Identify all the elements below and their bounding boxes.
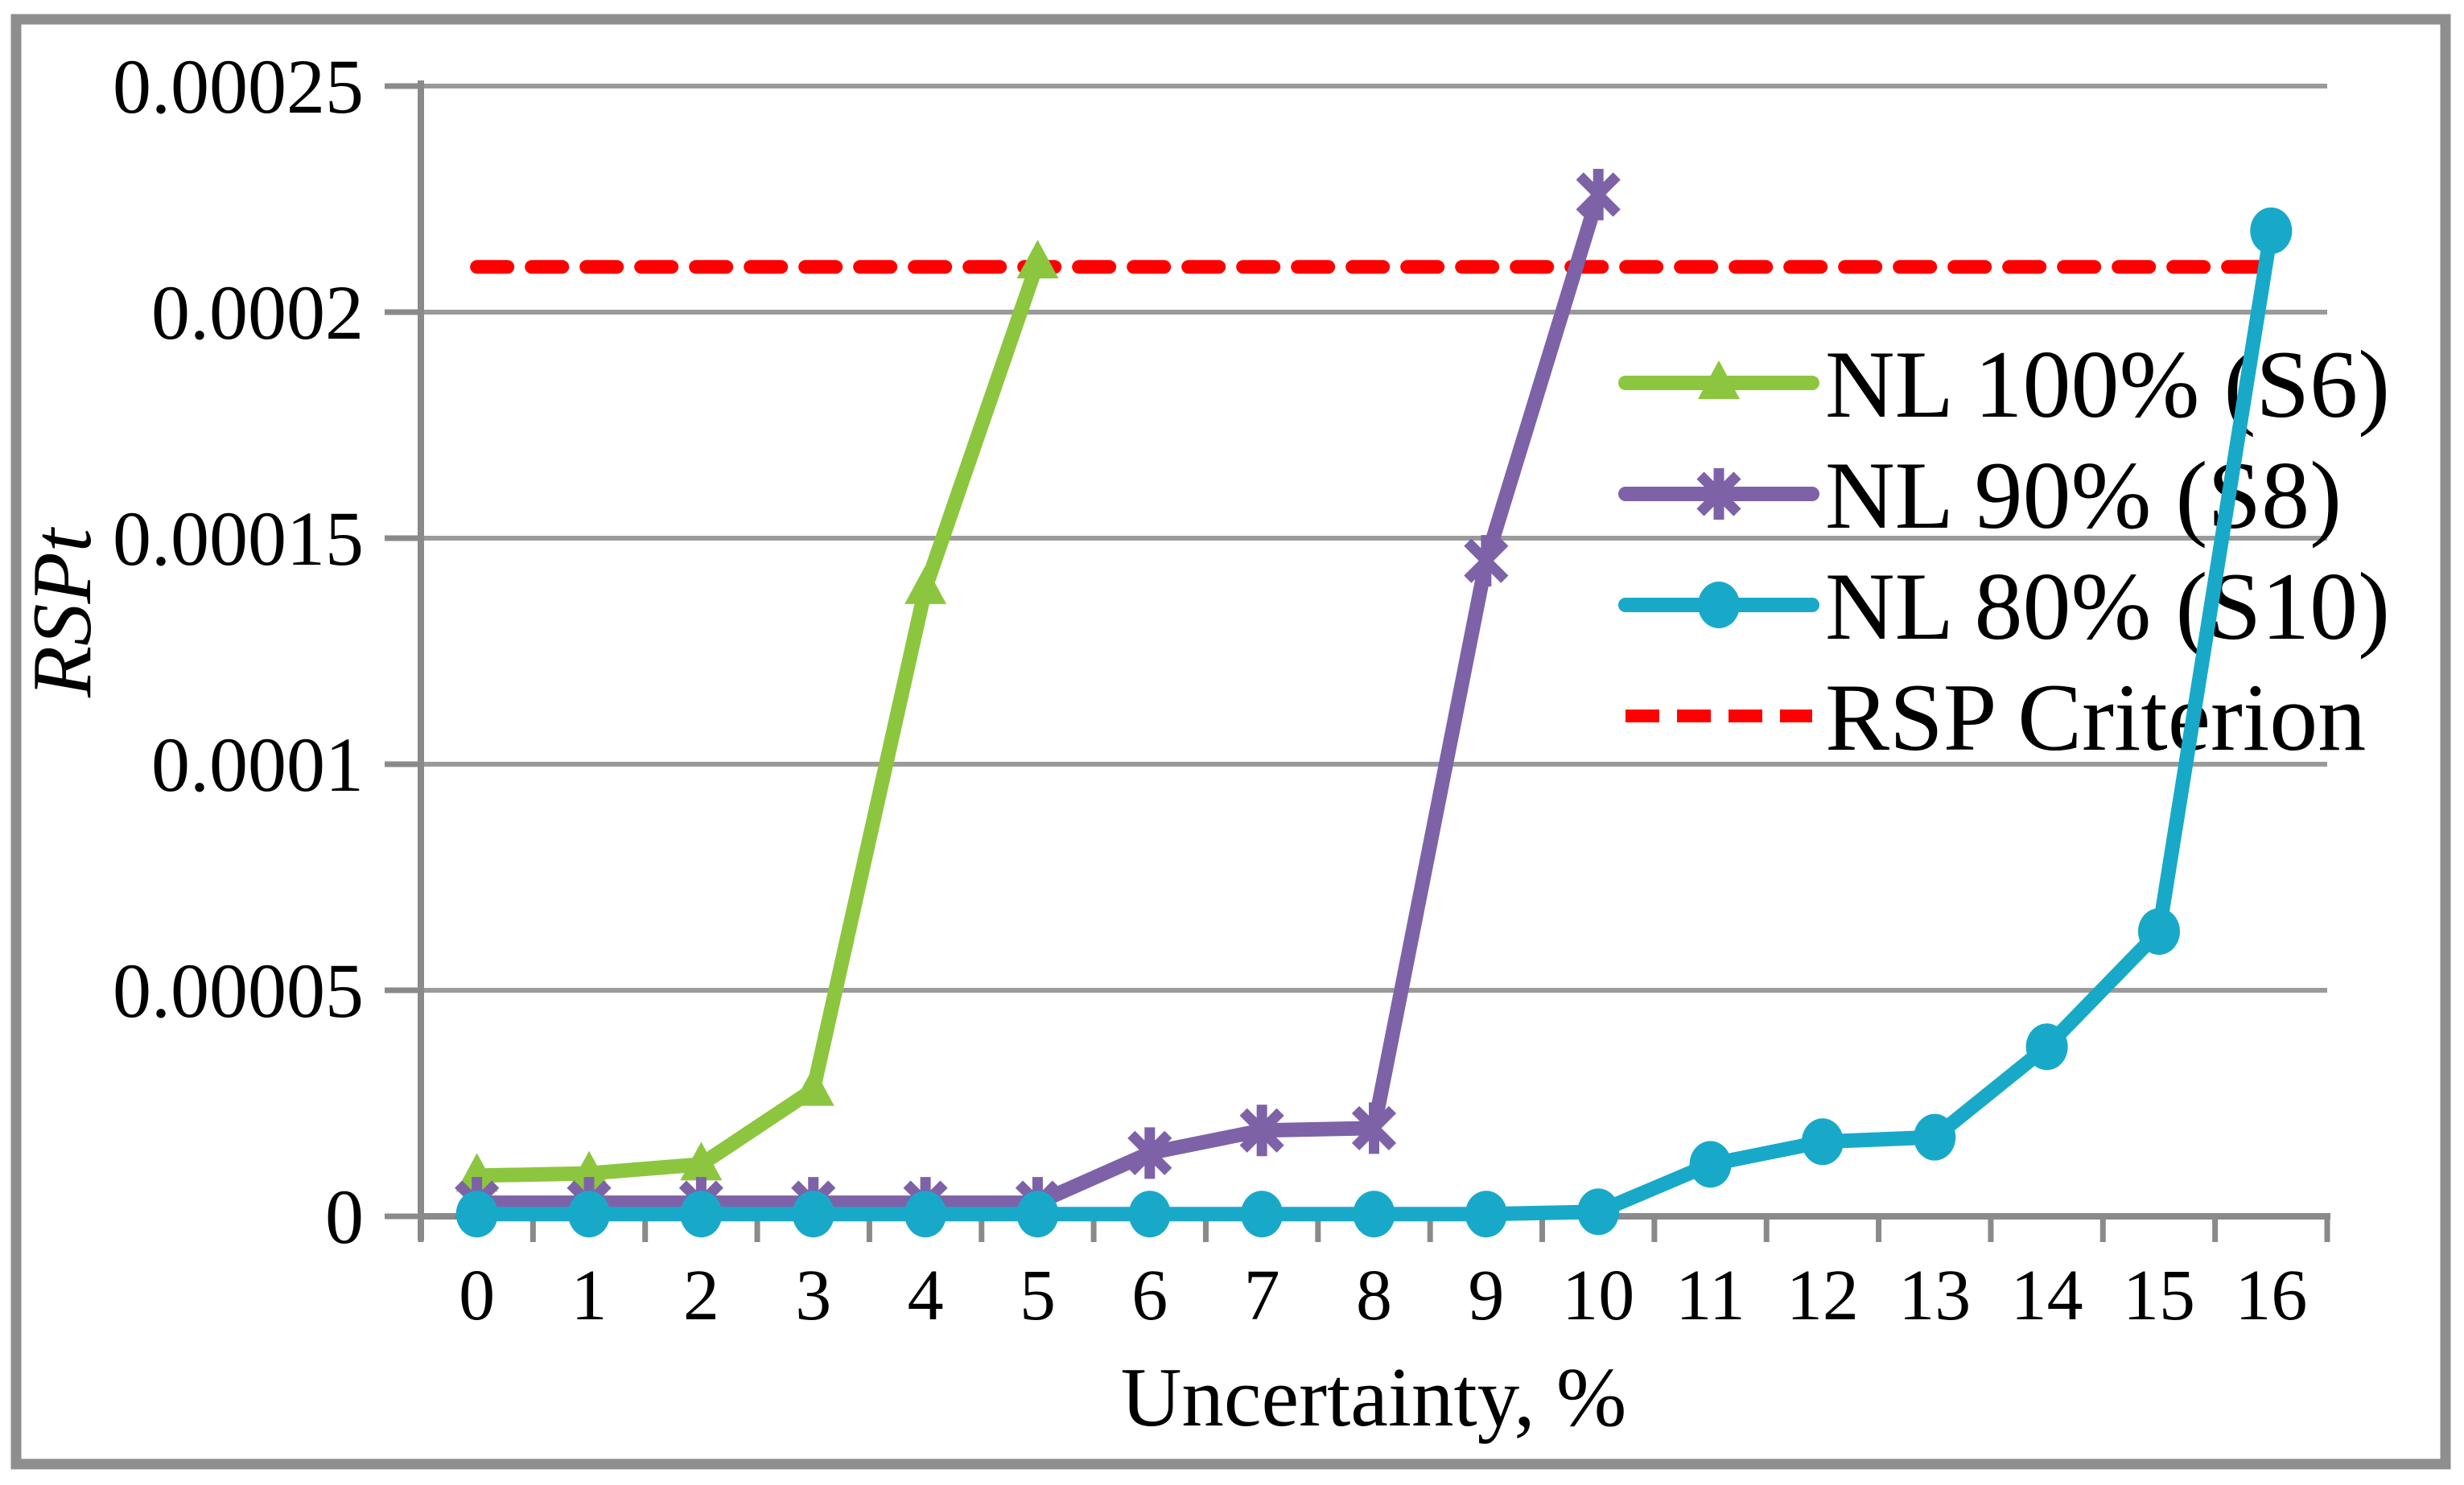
legend-item: RSP Criterion <box>1625 664 2366 771</box>
series-triangle-marker <box>1016 240 1059 279</box>
asterisk-spoke <box>1239 1108 1284 1153</box>
legend-item: NL 80% (S10) <box>1618 553 2390 660</box>
x-tick-label: 11 <box>1675 1256 1745 1335</box>
x-tick-label: 1 <box>571 1256 608 1335</box>
x-tick-label: 7 <box>1244 1256 1280 1335</box>
series-triangle-marker <box>455 1153 498 1192</box>
series-line <box>469 255 1045 1183</box>
series-asterisk-marker <box>1127 1127 1172 1179</box>
series-circle-marker <box>1801 1118 1844 1166</box>
x-axis-title: Uncertainty, % <box>1121 1350 1627 1444</box>
x-tick-label: 13 <box>1898 1256 1971 1335</box>
x-tick-label: 15 <box>2123 1256 2195 1335</box>
axis-text-layer: Uncertainty, % RSPt <box>14 526 1626 1444</box>
x-tick-label: 2 <box>683 1256 719 1335</box>
x-tick-label: 0 <box>459 1256 495 1335</box>
x-tick-label: 12 <box>1786 1256 1859 1335</box>
series-triangle-marker <box>792 1067 834 1106</box>
y-tick-label: 0.00025 <box>113 43 364 130</box>
series-circle-marker <box>680 1191 723 1238</box>
x-tick-label: 16 <box>2235 1256 2307 1335</box>
x-tick-label: 8 <box>1356 1256 1392 1335</box>
y-tick-label: 0 <box>325 1174 364 1260</box>
y-tick-label: 0.0001 <box>151 722 364 808</box>
x-tick-label: 9 <box>1468 1256 1504 1335</box>
series-circle-marker <box>1241 1191 1284 1238</box>
asterisk-spoke <box>1127 1130 1172 1175</box>
x-tick-label: 6 <box>1131 1256 1168 1335</box>
series-circle-marker <box>2137 907 2180 955</box>
legend-triangle-marker <box>1698 360 1740 399</box>
y-tick-label: 0.0002 <box>151 269 364 356</box>
figure-border <box>10 14 2451 1470</box>
legend-circle-marker <box>1698 582 1740 628</box>
legend-asterisk-marker <box>1696 468 1741 520</box>
x-tick-label: 14 <box>2011 1256 2083 1335</box>
gridline-layer <box>421 84 2327 993</box>
legend-item: NL 100% (S6) <box>1618 331 2390 438</box>
legend-label: NL 100% (S6) <box>1825 331 2390 438</box>
asterisk-spoke <box>1464 538 1509 583</box>
series-circle-marker <box>1689 1141 1732 1188</box>
legend-label: RSP Criterion <box>1825 664 2366 771</box>
asterisk-spoke <box>1576 172 1621 217</box>
figure-border-layer <box>10 14 2451 1470</box>
series-circle-marker <box>1128 1191 1171 1238</box>
x-tick-label: 3 <box>795 1256 831 1335</box>
series-triangle-marker <box>904 565 947 604</box>
series-circle <box>455 207 2293 1238</box>
series-layer <box>455 168 2293 1238</box>
series-triangle <box>455 240 1059 1192</box>
y-axis-title: RSPt <box>14 526 109 698</box>
series-circle-marker <box>1914 1113 1956 1161</box>
series-circle-marker <box>792 1191 834 1238</box>
legend-item: NL 90% (S8) <box>1618 442 2342 549</box>
series-asterisk-marker <box>1576 168 1621 220</box>
series-line <box>469 187 1606 1211</box>
series-circle-marker <box>455 1191 498 1238</box>
legend-label: NL 90% (S8) <box>1825 442 2342 549</box>
series-circle-marker <box>2250 207 2293 254</box>
y-tick-label: 0.00005 <box>113 948 364 1034</box>
series-circle-marker <box>1016 1191 1059 1238</box>
series-circle-marker <box>1465 1191 1507 1238</box>
series-circle-marker <box>1577 1188 1620 1236</box>
series-circle-marker <box>568 1191 611 1238</box>
series-triangle-marker <box>680 1142 723 1181</box>
series-asterisk-marker <box>1351 1102 1397 1154</box>
series-circle-marker <box>2025 1023 2068 1071</box>
asterisk-spoke <box>1696 471 1741 516</box>
legend-label: NL 80% (S10) <box>1825 553 2390 660</box>
series-asterisk-marker <box>1464 535 1509 587</box>
series-asterisk <box>455 168 1621 1229</box>
series-circle-marker <box>904 1191 947 1238</box>
series-circle-marker <box>1353 1191 1395 1238</box>
y-tick-label: 0.00015 <box>113 496 364 582</box>
legend: NL 100% (S6)NL 90% (S8)NL 80% (S10)RSP C… <box>1618 331 2390 771</box>
series-asterisk-marker <box>1239 1104 1284 1157</box>
x-tick-label: 10 <box>1562 1256 1634 1335</box>
x-tick-label: 5 <box>1020 1256 1056 1335</box>
asterisk-spoke <box>1351 1105 1397 1151</box>
series-triangle-marker <box>568 1150 611 1190</box>
x-tick-label: 4 <box>908 1256 944 1335</box>
